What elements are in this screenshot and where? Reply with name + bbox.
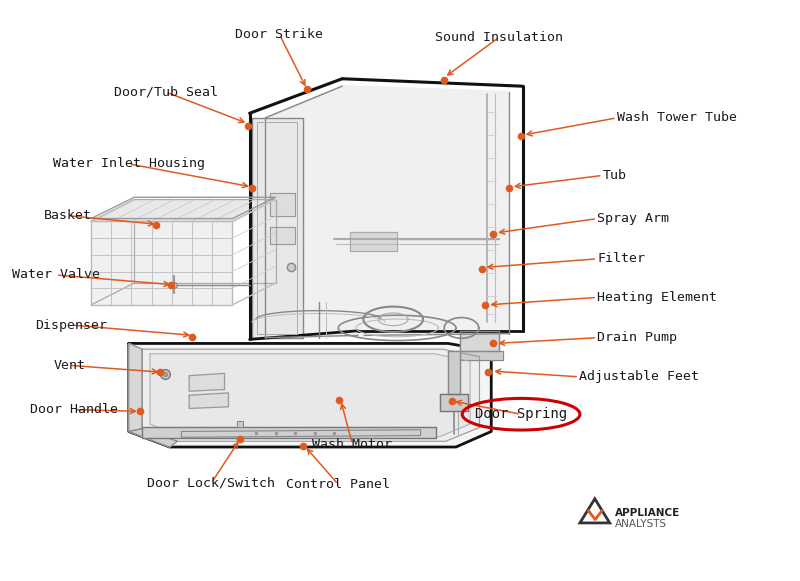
- Text: Door Strike: Door Strike: [235, 28, 323, 41]
- Polygon shape: [440, 394, 468, 411]
- Polygon shape: [142, 428, 436, 438]
- Text: Filter: Filter: [597, 252, 645, 266]
- Polygon shape: [150, 354, 470, 437]
- Polygon shape: [129, 343, 142, 432]
- Polygon shape: [190, 374, 225, 391]
- Text: Wash Tower Tube: Wash Tower Tube: [617, 112, 737, 124]
- Text: Adjustable Feet: Adjustable Feet: [579, 370, 699, 383]
- Text: Tub: Tub: [602, 169, 626, 182]
- Text: Vent: Vent: [53, 359, 85, 372]
- Text: ANALYSTS: ANALYSTS: [615, 519, 667, 529]
- Polygon shape: [190, 393, 229, 408]
- Text: APPLIANCE: APPLIANCE: [615, 508, 681, 518]
- Polygon shape: [350, 232, 397, 252]
- Polygon shape: [91, 221, 232, 305]
- Text: Door/Tub Seal: Door/Tub Seal: [114, 85, 218, 98]
- Polygon shape: [270, 227, 295, 245]
- Polygon shape: [182, 430, 421, 437]
- Polygon shape: [142, 349, 479, 441]
- Polygon shape: [448, 351, 460, 394]
- Polygon shape: [270, 193, 295, 216]
- Text: Door Lock/Switch: Door Lock/Switch: [147, 477, 275, 490]
- Text: Water Valve: Water Valve: [12, 268, 100, 281]
- Polygon shape: [129, 429, 178, 447]
- Text: Drain Pump: Drain Pump: [597, 331, 677, 344]
- Polygon shape: [91, 200, 275, 221]
- Text: Door Handle: Door Handle: [30, 403, 118, 416]
- Polygon shape: [129, 343, 491, 447]
- Text: Dispenser: Dispenser: [35, 318, 107, 332]
- Text: Spray Arm: Spray Arm: [597, 212, 669, 225]
- Text: Wash Motor: Wash Motor: [312, 437, 392, 451]
- Text: Heating Element: Heating Element: [597, 291, 717, 304]
- Polygon shape: [460, 331, 499, 351]
- Text: Water Inlet Housing: Water Inlet Housing: [53, 157, 205, 170]
- Polygon shape: [266, 86, 509, 338]
- Polygon shape: [456, 351, 503, 360]
- Text: Basket: Basket: [43, 209, 91, 222]
- Text: Door Spring: Door Spring: [475, 407, 567, 421]
- Text: Sound Insulation: Sound Insulation: [435, 31, 563, 44]
- Polygon shape: [252, 118, 303, 338]
- Text: Control Panel: Control Panel: [286, 478, 390, 491]
